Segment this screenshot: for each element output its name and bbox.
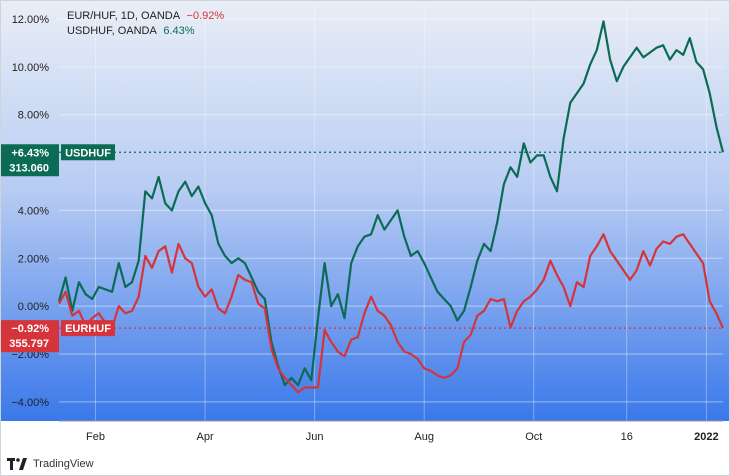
price-label-price-eurhuf: 355.797 <box>9 338 49 350</box>
x-axis-band <box>1 421 729 453</box>
price-label-box-eurhuf <box>1 320 59 353</box>
y-tick-label: −4.00% <box>11 397 49 409</box>
y-tick-label: 12.00% <box>12 14 50 26</box>
x-tick-label: Jun <box>306 431 324 443</box>
x-tick-label: Apr <box>197 431 214 443</box>
price-label-price-usdhuf: 313.060 <box>9 162 49 174</box>
y-tick-label: 10.00% <box>12 62 50 74</box>
brand-label: TradingView <box>33 458 94 470</box>
y-tick-label: 4.00% <box>18 205 49 217</box>
series-tag-usdhuf: USDHUF <box>65 147 111 159</box>
price-label-box-usdhuf <box>1 144 59 177</box>
series-line-eurhuf <box>58 233 725 394</box>
series-tag-box-eurhuf <box>61 320 115 337</box>
series-tag-box-usdhuf <box>61 144 115 161</box>
x-tick-label: 16 <box>621 431 633 443</box>
x-tick-label: Aug <box>414 431 434 443</box>
y-tick-label: 2.00% <box>18 253 49 265</box>
y-tick-label: 8.00% <box>18 110 49 122</box>
series-line-usdhuf <box>57 20 725 387</box>
x-tick-label: 2022 <box>694 431 718 443</box>
series-tag-eurhuf: EURHUF <box>65 323 111 335</box>
y-tick-label: 0.00% <box>18 301 49 313</box>
plot-background <box>1 1 729 421</box>
chart-svg: 12.00%10.00%8.00%4.00%2.00%0.00%−2.00%−4… <box>1 1 729 453</box>
price-label-pct-eurhuf: −0.92% <box>11 323 49 335</box>
price-label-pct-usdhuf: +6.43% <box>11 147 49 159</box>
x-tick-label: Oct <box>525 431 542 443</box>
x-tick-label: Feb <box>86 431 105 443</box>
footer-bar: TradingView <box>1 453 729 475</box>
tradingview-logo-icon <box>7 458 27 470</box>
